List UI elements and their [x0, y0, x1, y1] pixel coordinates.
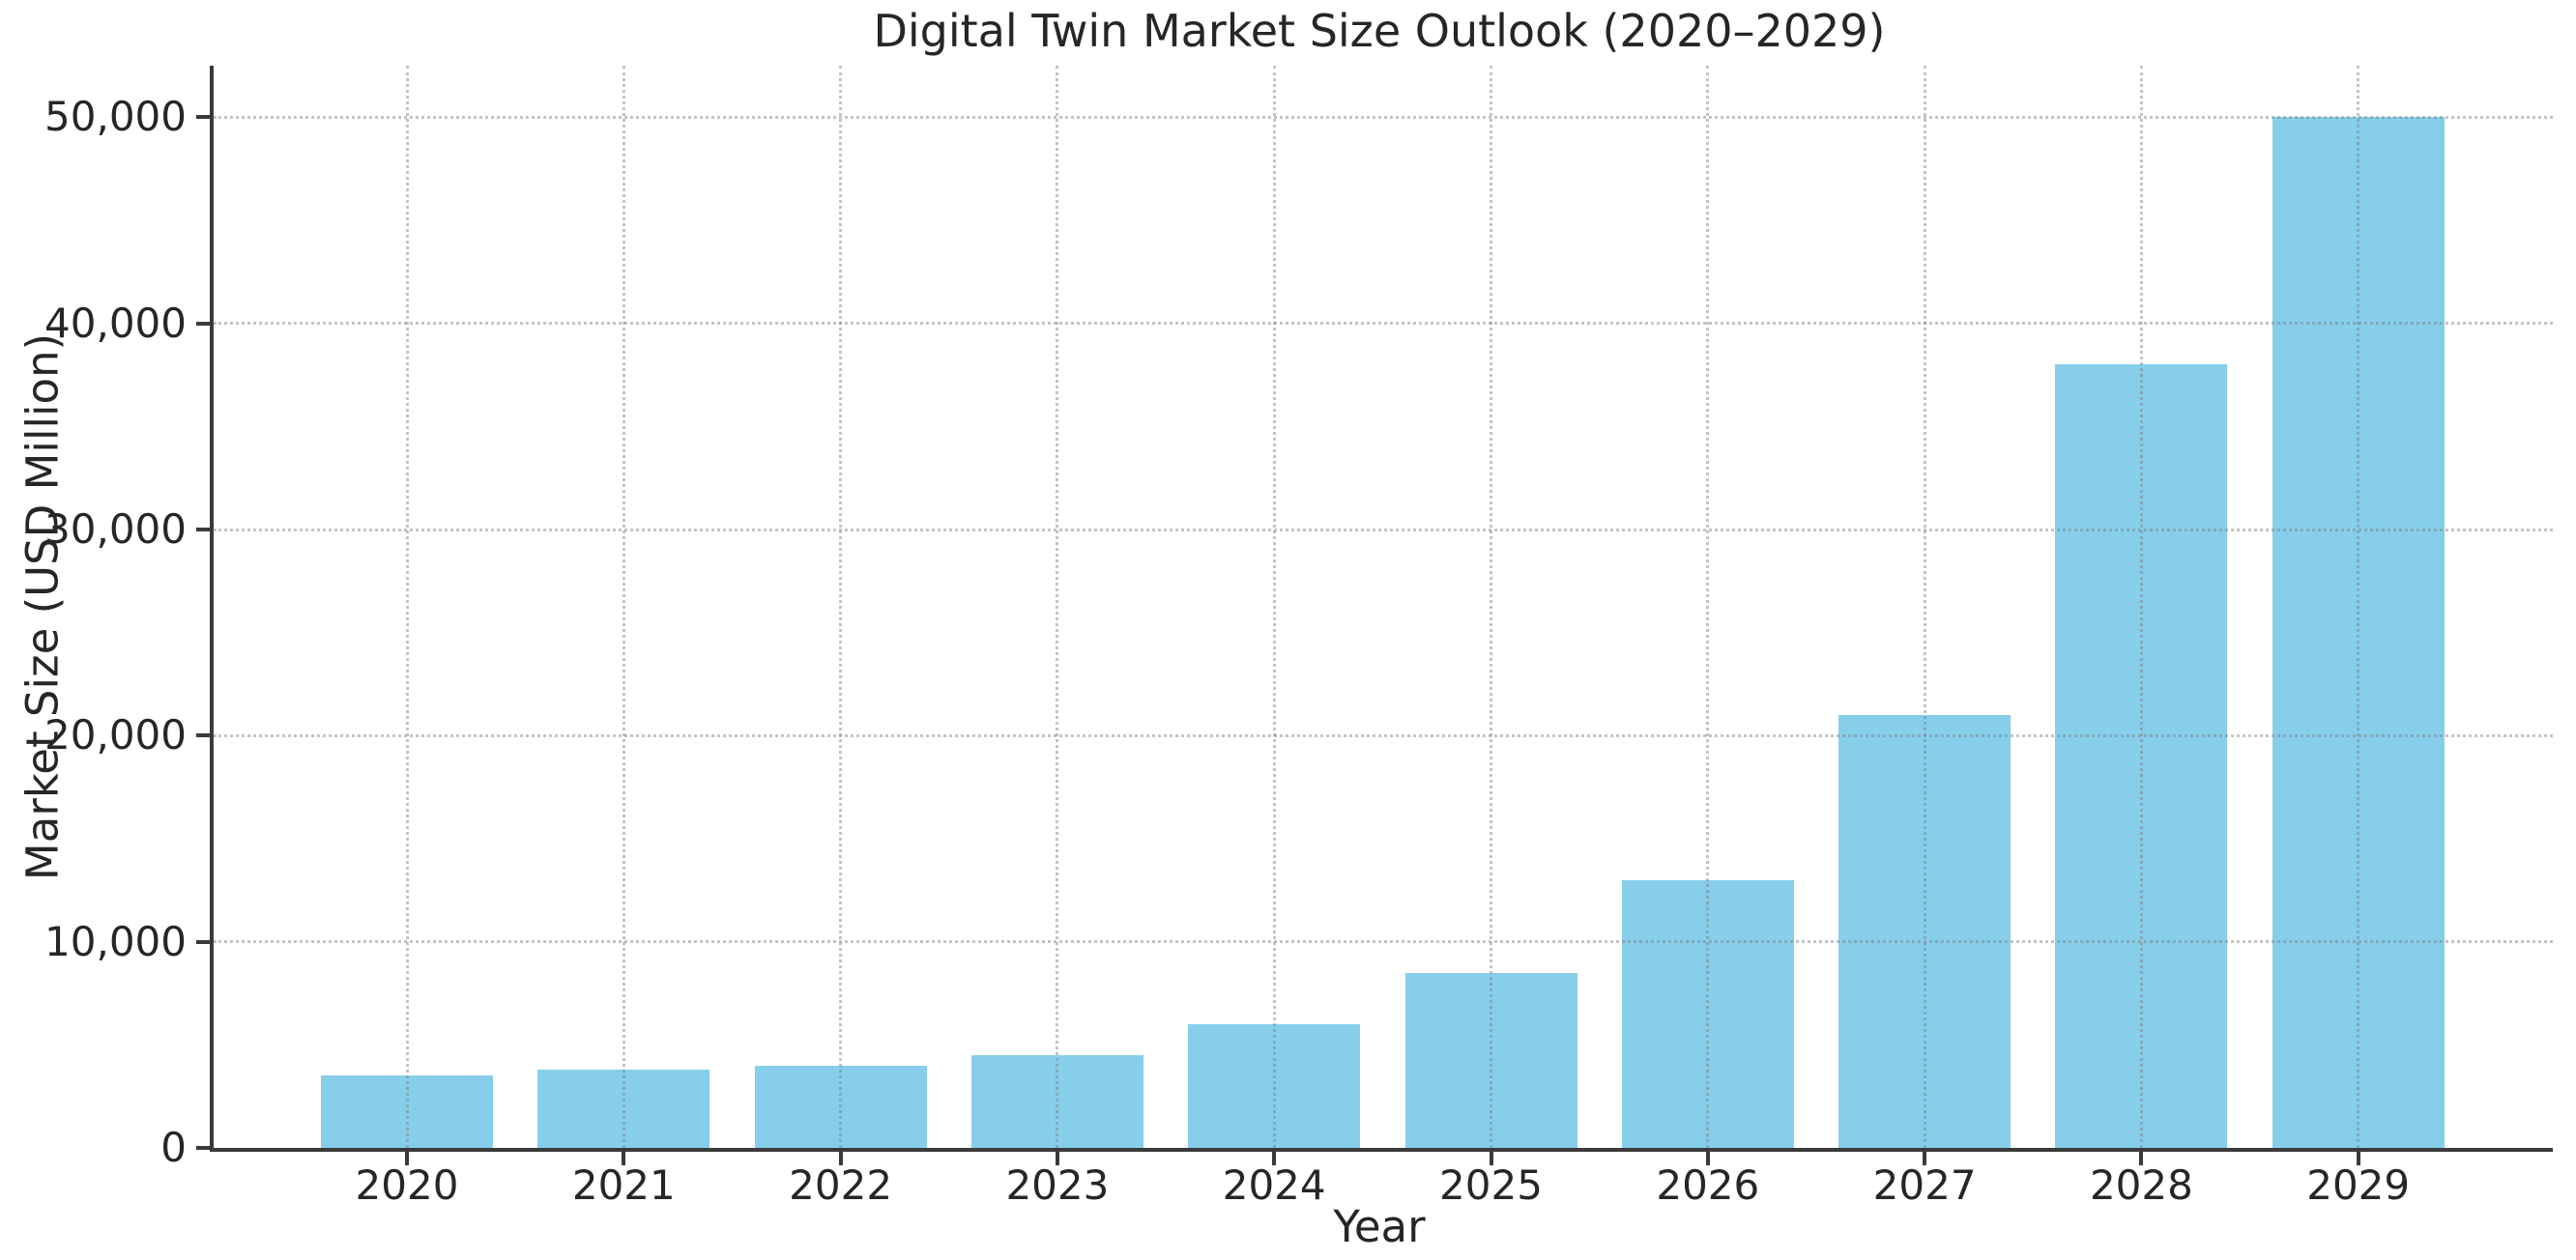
x-tick-label: 2020: [355, 1161, 459, 1209]
bar-2028: [2055, 364, 2228, 1148]
x-tick-label: 2022: [789, 1161, 893, 1209]
y-tick-label: 50,000: [44, 93, 187, 141]
x-tick-mark-2021: [622, 1152, 626, 1165]
v-gridline-2023: [1056, 66, 1059, 1148]
v-gridline-2024: [1272, 66, 1276, 1148]
v-gridline-2025: [1490, 66, 1492, 1148]
bar-2024: [1188, 1024, 1361, 1148]
x-tick-mark-2023: [1055, 1152, 1059, 1165]
v-gridline-2020: [405, 66, 409, 1148]
x-tick-mark-2029: [2356, 1152, 2360, 1165]
y-tick-label: 10,000: [44, 917, 187, 965]
bar-2026: [1621, 880, 1794, 1148]
x-tick-mark-2020: [405, 1152, 409, 1165]
v-gridline-2028: [2139, 66, 2143, 1148]
h-gridline-10000: [214, 940, 2553, 944]
y-tick-mark-10000: [196, 939, 210, 944]
y-tick-mark-50000: [196, 115, 210, 120]
x-axis-label: Year: [1333, 1201, 1426, 1252]
bar-2023: [970, 1055, 1143, 1148]
x-tick-label: 2024: [1222, 1161, 1326, 1209]
x-tick-mark-2028: [2139, 1152, 2144, 1165]
x-tick-label: 2028: [2089, 1161, 2193, 1209]
x-tick-label: 2026: [1656, 1161, 1760, 1209]
x-tick-mark-2027: [1923, 1152, 1927, 1165]
plot-area: 0 10,000 20,000 30,000 40,000 50,000 2020 2021 2…: [44, 66, 2553, 1206]
v-gridline-2022: [839, 66, 843, 1148]
h-gridline-30000: [214, 528, 2553, 531]
x-tick-label: 2025: [1439, 1161, 1543, 1209]
y-axis-label: Market Size (USD Million): [16, 332, 69, 881]
x-tick-label: 2029: [2306, 1161, 2411, 1209]
y-tick-mark-0: [196, 1146, 210, 1150]
y-tick-label: 20,000: [44, 711, 187, 759]
y-tick-mark-30000: [196, 528, 210, 531]
v-gridline-2021: [622, 66, 625, 1148]
bar-2027: [1838, 715, 2012, 1148]
x-tick-mark-2026: [1705, 1152, 1710, 1165]
chart-title: Digital Twin Market Size Outlook (2020–2…: [873, 5, 1886, 57]
v-gridline-2029: [2357, 66, 2360, 1148]
x-tick-mark-2025: [1489, 1152, 1493, 1165]
bar-2020: [321, 1075, 493, 1148]
y-tick-label: 40,000: [44, 299, 187, 347]
x-tick-mark-2024: [1272, 1152, 1277, 1165]
x-tick-label: 2021: [571, 1161, 676, 1209]
h-gridline-20000: [214, 733, 2553, 737]
v-gridline-2027: [1923, 66, 1926, 1148]
bar-2022: [754, 1066, 927, 1148]
v-gridline-2026: [1706, 66, 1710, 1148]
y-tick-mark-20000: [196, 733, 210, 738]
x-tick-mark-2022: [838, 1152, 843, 1165]
y-tick-mark-40000: [196, 321, 210, 326]
x-tick-label: 2023: [1005, 1161, 1110, 1209]
h-gridline-40000: [214, 322, 2553, 326]
y-tick-label: 0: [160, 1124, 187, 1171]
y-tick-label: 30,000: [44, 505, 187, 553]
x-tick-label: 2027: [1872, 1161, 1977, 1209]
h-gridline-50000: [214, 115, 2553, 119]
bar-2021: [537, 1070, 710, 1148]
bar-2029: [2272, 117, 2445, 1148]
bar-2025: [1404, 973, 1577, 1148]
